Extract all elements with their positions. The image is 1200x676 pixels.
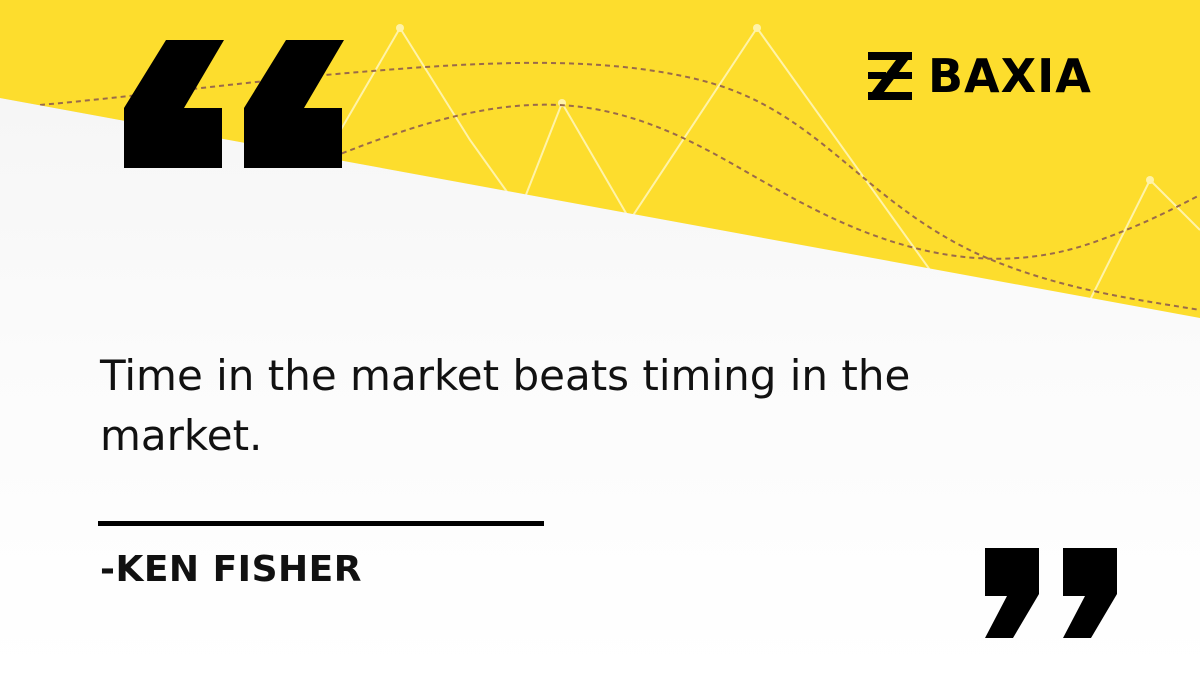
double-quote-close-icon — [985, 548, 1117, 638]
decorative-dashed-curve — [299, 103, 1200, 260]
decorative-point — [396, 24, 404, 32]
divider — [98, 521, 544, 526]
brand-logo: BAXIA — [866, 48, 1092, 104]
baxia-logo-mark — [868, 52, 912, 100]
quote-author: -KEN FISHER — [100, 549, 362, 590]
decorative-point — [753, 24, 761, 32]
decorative-dashed-curve — [39, 61, 1200, 311]
brand-name: BAXIA — [928, 49, 1092, 103]
quote-text: Time in the market beats timing in the m… — [100, 351, 911, 460]
decorative-point — [1146, 176, 1154, 184]
double-quote-open-icon — [124, 40, 344, 168]
